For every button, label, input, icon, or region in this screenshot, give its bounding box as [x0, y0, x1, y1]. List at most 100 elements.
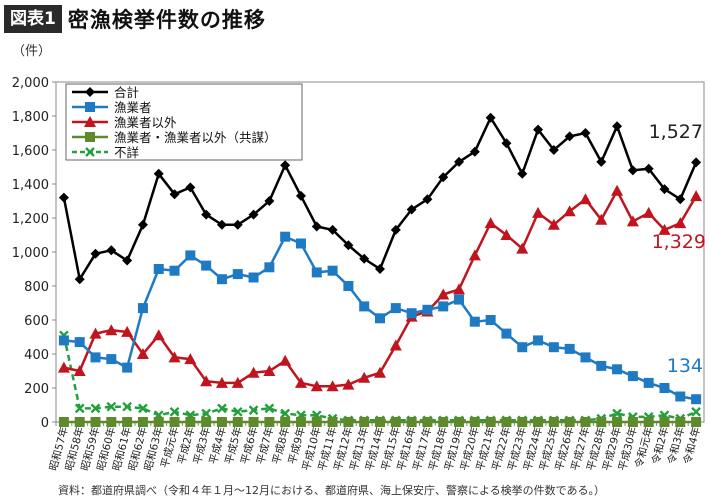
data-point [469, 417, 480, 427]
data-point [517, 417, 528, 427]
y-tick-label: 600 [24, 314, 49, 329]
y-tick-label: 0 [41, 416, 49, 431]
data-point [359, 301, 370, 312]
data-point [501, 328, 512, 339]
data-point [217, 403, 227, 414]
data-point [201, 209, 212, 220]
data-point [343, 417, 354, 427]
data-point [74, 417, 85, 427]
data-point [485, 112, 496, 123]
data-point [106, 354, 117, 365]
legend-marker [84, 116, 96, 127]
data-point [294, 376, 307, 388]
data-point [389, 339, 402, 351]
data-point [200, 375, 213, 387]
legend-marker [85, 132, 95, 142]
data-point [485, 315, 496, 325]
series-5 [62, 335, 697, 422]
data-point [626, 215, 639, 227]
data-point [74, 274, 85, 285]
legend-label: 漁業者・漁業者以外（共謀） [114, 130, 277, 145]
data-point [501, 417, 512, 427]
data-point [264, 262, 275, 273]
data-point [184, 353, 197, 365]
data-point [216, 417, 227, 427]
data-point [169, 417, 180, 427]
data-point [201, 408, 211, 419]
y-tick-label: 1,000 [12, 246, 49, 261]
data-point [122, 362, 133, 373]
data-point [454, 156, 465, 167]
data-point [122, 255, 133, 266]
data-point [406, 417, 417, 427]
data-point [612, 417, 623, 427]
data-point [90, 352, 101, 363]
data-point [390, 224, 401, 235]
data-point [280, 160, 291, 171]
data-point [579, 193, 592, 205]
data-point [375, 313, 385, 324]
data-point [454, 294, 465, 305]
data-point [248, 405, 259, 415]
data-point [248, 417, 259, 427]
data-point [343, 240, 354, 251]
y-tick-label: 1,600 [12, 144, 49, 159]
legend-label: 漁業者 [114, 100, 152, 115]
data-point [263, 365, 276, 376]
data-point [642, 206, 655, 218]
data-point [580, 417, 591, 427]
figure-badge: 図表1 [4, 5, 62, 33]
data-point [390, 417, 401, 427]
legend-label: 漁業者以外 [114, 115, 177, 130]
y-tick-label: 1,800 [12, 110, 49, 125]
data-point [169, 265, 180, 276]
data-point [90, 403, 101, 414]
y-tick-label: 1,200 [12, 212, 49, 227]
figure-title-bar: 図表1 密漁検挙件数の推移 [4, 4, 266, 34]
data-point [548, 342, 559, 353]
data-point [422, 417, 433, 427]
data-point [106, 245, 117, 256]
data-point [454, 417, 465, 427]
data-point [74, 403, 85, 414]
data-point [533, 335, 544, 346]
data-point [580, 128, 591, 138]
data-point [517, 168, 528, 179]
data-point [359, 417, 370, 427]
data-point [327, 417, 338, 427]
legend-marker [85, 102, 95, 112]
data-point [406, 308, 417, 319]
data-point [264, 417, 275, 427]
data-point [375, 264, 385, 274]
data-point [468, 249, 481, 261]
data-point [169, 189, 180, 200]
data-point [547, 218, 560, 230]
data-point [690, 190, 703, 202]
data-point [422, 194, 433, 205]
data-point [216, 274, 227, 285]
data-point [327, 224, 338, 235]
y-tick-label: 2,000 [12, 76, 49, 91]
data-point [674, 217, 687, 229]
data-point [580, 352, 591, 363]
data-point [485, 417, 496, 427]
data-point [548, 417, 559, 427]
data-point [216, 219, 227, 230]
series-line [62, 335, 697, 422]
data-point [215, 376, 228, 388]
data-point [438, 301, 449, 312]
data-point [90, 248, 101, 259]
data-point [311, 417, 322, 427]
data-point [643, 377, 654, 388]
data-point [533, 124, 544, 135]
data-point [563, 205, 576, 217]
y-axis-unit-label: （件） [12, 44, 52, 59]
legend-marker [85, 87, 95, 97]
y-tick-label: 800 [24, 280, 49, 295]
data-point [231, 376, 244, 388]
end-value-label: 134 [667, 355, 703, 377]
data-point [136, 348, 149, 359]
data-point [595, 213, 608, 225]
data-point [248, 209, 259, 220]
data-point [658, 223, 671, 235]
